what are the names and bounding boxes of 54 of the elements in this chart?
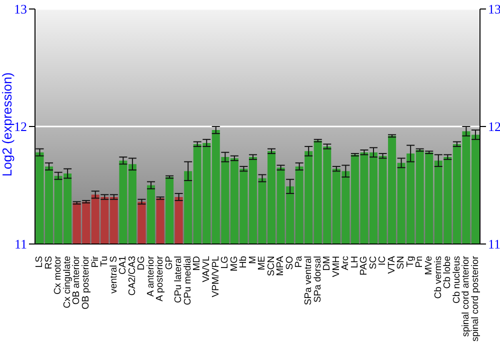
x-tick-label: LG bbox=[220, 256, 231, 269]
x-tick-label: Hb bbox=[238, 256, 250, 268]
x-tick-label: CPu lateral bbox=[173, 256, 184, 303]
x-tick-label: VMH bbox=[330, 256, 342, 278]
x-tick-label: Cb nucleus bbox=[451, 256, 462, 304]
x-tick-label: SC bbox=[368, 256, 379, 270]
x-tick-label: MG bbox=[228, 256, 240, 272]
x-tick-label: VA/VL bbox=[201, 256, 212, 282]
x-tick-label: spinal cord anterior bbox=[460, 256, 472, 337]
x-tick-label: MPA bbox=[275, 255, 286, 276]
x-tick-label: Pa bbox=[294, 255, 305, 268]
x-tick-label: LS bbox=[34, 256, 46, 268]
x-tick-label: SCN bbox=[266, 256, 277, 276]
x-tick-label: A posterior bbox=[154, 256, 166, 302]
x-tick-label: OB posterior bbox=[80, 256, 92, 310]
x-tick-label: Pir bbox=[90, 256, 101, 268]
x-tick-label: SPa dorsal bbox=[312, 256, 324, 302]
x-tick-label: PAG bbox=[358, 256, 370, 276]
x-tick-label: DG bbox=[136, 256, 148, 270]
x-tick-label: MVe bbox=[424, 256, 435, 276]
y-tick-label: 13 bbox=[14, 2, 27, 17]
x-tick-label: spinal cord posterior bbox=[470, 256, 481, 342]
x-tick-label: VPM/VPL bbox=[210, 256, 222, 298]
x-tick-label: Arc bbox=[340, 256, 352, 270]
x-tick-label: CPu medial bbox=[182, 256, 194, 306]
x-tick-label: Cx motor bbox=[52, 256, 64, 295]
x-tick-label: SN bbox=[396, 256, 407, 270]
x-tick-label: ME bbox=[256, 256, 268, 270]
x-tick-label: Cb lobe bbox=[442, 256, 454, 289]
x-tick-label: Pn bbox=[414, 256, 426, 268]
x-tick-label: MD bbox=[192, 256, 203, 271]
x-tick-label: DM bbox=[322, 256, 333, 271]
x-tick-label: ventral S bbox=[108, 256, 120, 294]
x-tick-label: RS bbox=[43, 256, 54, 270]
y-tick-label: 11 bbox=[14, 236, 27, 252]
x-tick-label: CA1 bbox=[118, 256, 129, 274]
x-tick-label: SPa ventral bbox=[302, 256, 314, 306]
x-tick-label: SO bbox=[284, 256, 296, 270]
x-tick-label: M bbox=[247, 256, 258, 264]
x-tick-label: CA2/CA3 bbox=[126, 256, 138, 296]
x-tick-label: OB anterior bbox=[71, 256, 82, 305]
x-tick-label: Tg bbox=[404, 256, 416, 268]
x-tick-label: Tu bbox=[99, 256, 110, 267]
x-tick-label: IC bbox=[377, 256, 388, 266]
x-tick-label: Cx cingulate bbox=[62, 256, 73, 308]
x-tick-label: GP bbox=[164, 256, 175, 270]
y2-tick-label: 11 bbox=[488, 236, 500, 252]
x-tick-label: LH bbox=[349, 256, 360, 268]
x-tick-label: A anterior bbox=[145, 256, 156, 297]
x-tick-label: Cb vermis bbox=[432, 256, 444, 299]
y-axis-title: Log2 (expression) bbox=[0, 72, 15, 176]
x-tick-label: VTA bbox=[386, 255, 398, 274]
y2-tick-label: 12 bbox=[488, 119, 500, 134]
y-tick-label: 12 bbox=[14, 119, 27, 134]
